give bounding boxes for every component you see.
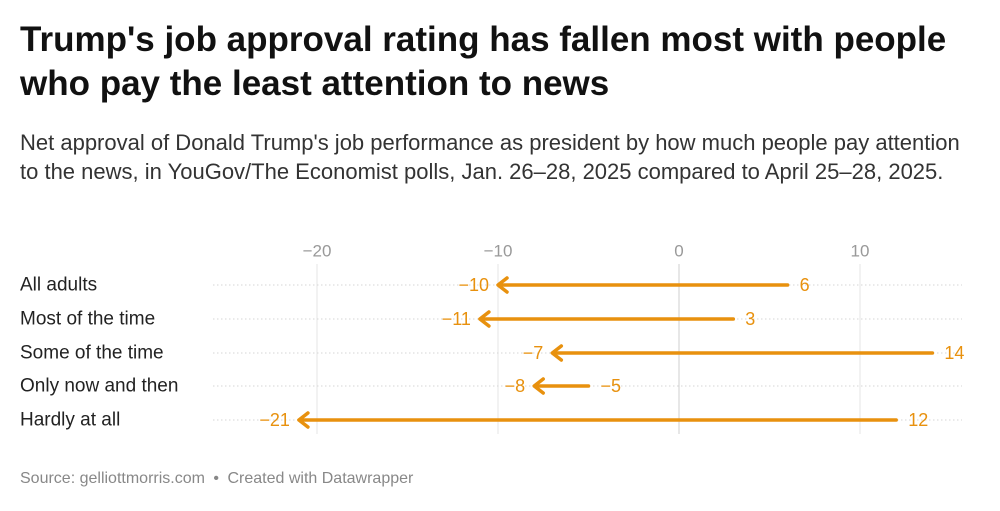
start-value-label: 12 xyxy=(908,410,928,430)
arrow-head xyxy=(478,310,491,328)
x-tick-label: 0 xyxy=(674,242,683,261)
footer-separator: • xyxy=(213,470,220,487)
x-tick-label: −20 xyxy=(303,242,332,261)
arrow-head xyxy=(496,276,509,294)
gridlines xyxy=(316,264,861,434)
source-text: Source: gelliottmorris.com xyxy=(20,470,205,487)
category-label: Most of the time xyxy=(20,309,155,330)
end-value-label: −11 xyxy=(442,309,471,329)
category-label: All adults xyxy=(20,275,97,296)
category-label: Hardly at all xyxy=(20,410,120,431)
chart-subtitle: Net approval of Donald Trump's job perfo… xyxy=(20,130,960,184)
start-value-label: 14 xyxy=(944,343,964,363)
end-value-label: −10 xyxy=(458,275,489,295)
start-value-label: 6 xyxy=(800,275,810,295)
category-label: Some of the time xyxy=(20,343,164,364)
end-value-label: −21 xyxy=(259,410,290,430)
start-value-label: −5 xyxy=(601,376,622,396)
start-value-label: 3 xyxy=(745,309,755,329)
chart-title: Trump's job approval rating has fallen m… xyxy=(20,20,947,103)
arrow-head xyxy=(550,344,564,362)
end-value-label: −8 xyxy=(505,376,526,396)
x-tick-label: −10 xyxy=(484,242,513,261)
arrow-head xyxy=(297,411,310,429)
arrow-head xyxy=(532,377,545,395)
x-tick-label: 10 xyxy=(851,242,870,261)
end-value-label: −7 xyxy=(523,343,544,363)
category-rows: All adults 6 −10 Most of the time 3 −11 Some o… xyxy=(20,275,964,431)
x-axis-ticks: −20 −10 0 10 xyxy=(303,242,870,261)
credit-text: Created with Datawrapper xyxy=(227,470,414,487)
arrow-chart: −20 −10 0 10 All adults 6 −10 Most of the time… xyxy=(20,242,964,434)
category-label: Only now and then xyxy=(20,376,178,397)
footer: Source: gelliottmorris.com • Created wit… xyxy=(20,470,413,488)
